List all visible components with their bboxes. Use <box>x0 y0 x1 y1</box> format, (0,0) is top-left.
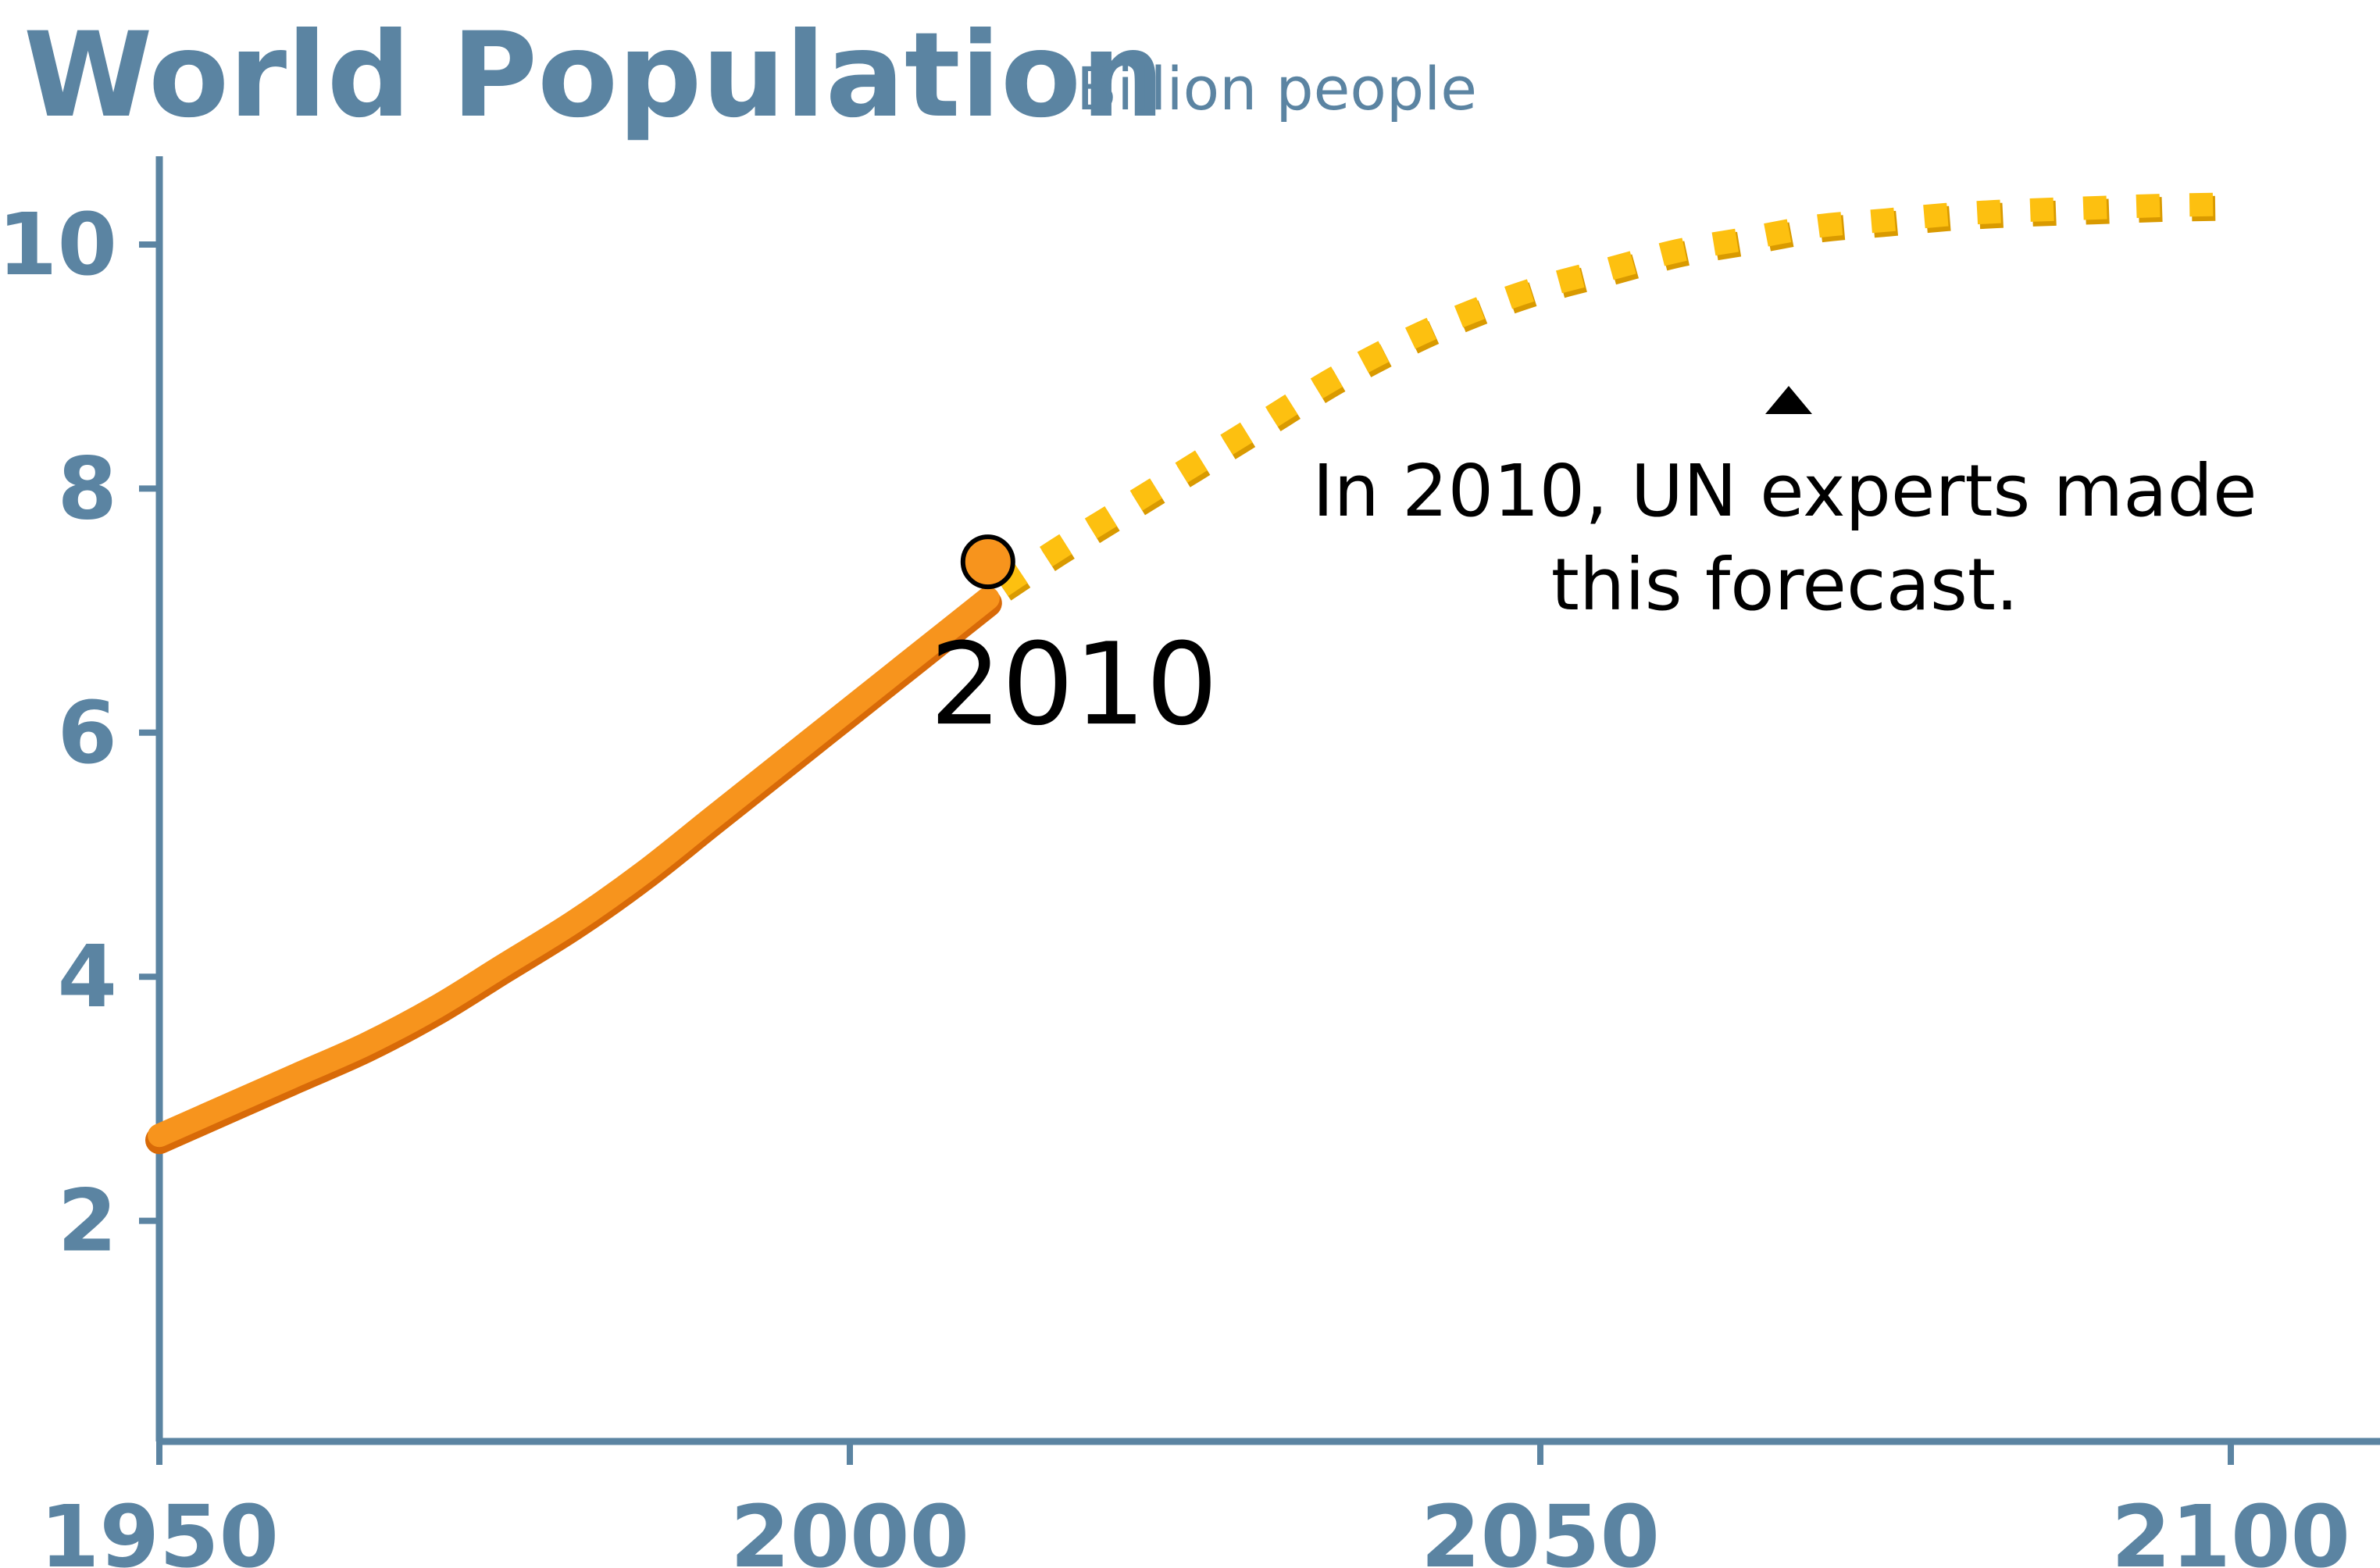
annotation-text-line: In 2010, UN experts made <box>1312 449 2257 533</box>
annotation-layer: In 2010, UN experts made this forecast. <box>1312 386 2257 627</box>
y-tick-label: 6 <box>57 683 117 783</box>
marker-2010-label: 2010 <box>930 619 1218 751</box>
annotation-pointer <box>1765 386 1812 414</box>
y-tick-label: 4 <box>57 927 117 1027</box>
x-tick-label: 2000 <box>730 1487 969 1568</box>
history-line <box>148 587 1000 1148</box>
y-tick-label: 2 <box>57 1171 117 1271</box>
chart-subtitle: Billion people <box>1076 54 1477 123</box>
y-tick-label: 10 <box>0 195 117 295</box>
axes: 2 4 6 8 10 1950 2000 2050 2100 <box>0 156 2380 1568</box>
marker-2010-dot <box>960 534 1015 590</box>
chart-title: World Population <box>23 8 1165 144</box>
x-tick-label: 2100 <box>2111 1487 2350 1568</box>
x-tick-label: 1950 <box>40 1487 279 1568</box>
forecast-line <box>995 192 2232 596</box>
x-tick-label: 2050 <box>1421 1487 1660 1568</box>
annotation-text-line: this forecast. <box>1551 543 2018 627</box>
y-tick-label: 8 <box>57 438 117 538</box>
marker-layer: 2010 <box>930 534 1218 751</box>
series-layer <box>145 192 2234 1155</box>
